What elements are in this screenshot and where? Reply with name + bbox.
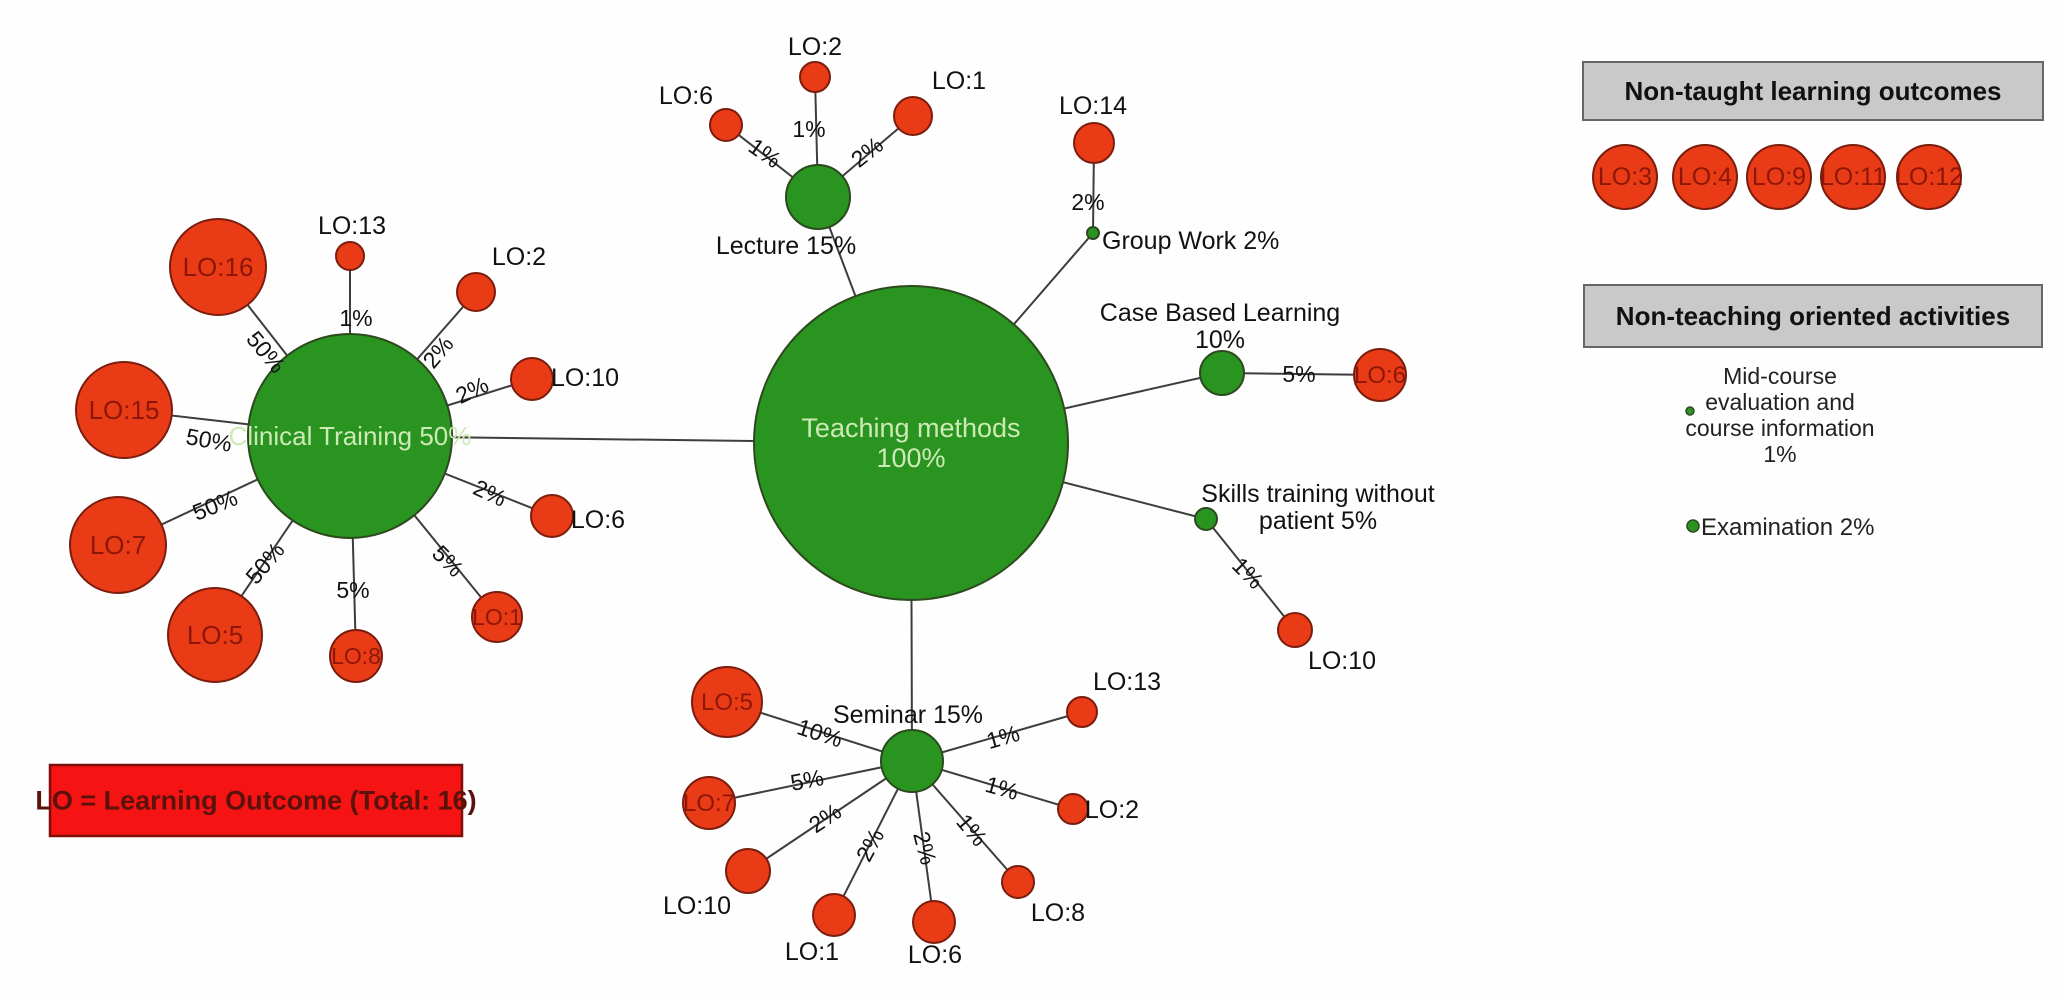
edge-skills-sk10 bbox=[1205, 518, 1296, 631]
mid-course-evaluation-label: Mid-course evaluation and course informati… bbox=[1685, 363, 1874, 467]
node-groupwork-circle bbox=[1086, 226, 1100, 240]
node-c15-circle bbox=[75, 361, 173, 459]
node-s7-circle bbox=[682, 776, 736, 830]
non-taught-outcome-lo12-label: LO:12 bbox=[1895, 163, 1963, 191]
non-taught-outcome-lo11-label: LO:11 bbox=[1820, 163, 1886, 191]
edge-seminar-s7 bbox=[708, 760, 913, 804]
examination-label: Examination 2% bbox=[1701, 514, 1874, 541]
node-s13-label: LO:13 bbox=[1093, 668, 1161, 696]
edge-label-cbl-cb6: 5% bbox=[1282, 361, 1315, 387]
node-s2-circle bbox=[1057, 793, 1089, 825]
node-s5-circle bbox=[691, 666, 763, 738]
node-clinical-circle bbox=[247, 333, 453, 539]
non-taught-outcome-lo11-circle bbox=[1820, 144, 1886, 210]
node-s10-circle bbox=[725, 848, 771, 894]
node-l2-label: LO:2 bbox=[788, 33, 842, 61]
non-teaching-header-title: Non-teaching oriented activities bbox=[1616, 301, 2010, 331]
node-gw14-circle bbox=[1073, 122, 1115, 164]
non-taught-header-title: Non-taught learning outcomes bbox=[1625, 76, 2002, 106]
node-c5-label: LO:5 bbox=[187, 620, 243, 650]
node-seminar-label: Seminar 15% bbox=[833, 701, 983, 729]
node-c1-label: LO:1 bbox=[472, 604, 522, 630]
node-c16-label: LO:16 bbox=[183, 252, 254, 282]
node-c10-label: LO:10 bbox=[551, 364, 619, 392]
edge-seminar-s10 bbox=[747, 760, 913, 872]
node-cbl-label: Case Based Learning 10% bbox=[1100, 299, 1340, 354]
node-s6-label: LO:6 bbox=[908, 941, 962, 969]
node-l6-circle bbox=[709, 108, 743, 142]
node-s1-circle bbox=[812, 893, 856, 937]
edge-label-seminar-s7: 5% bbox=[788, 764, 826, 796]
non-taught-outcome-lo3-label: LO:3 bbox=[1598, 163, 1652, 191]
node-s1-label: LO:1 bbox=[785, 938, 839, 966]
node-skills-label: Skills training without patient 5% bbox=[1201, 480, 1434, 535]
edge-label-clinical-c8: 5% bbox=[336, 577, 369, 603]
node-skills-circle bbox=[1194, 507, 1218, 531]
non-taught-header-box bbox=[1582, 61, 2044, 121]
non-taught-outcome-lo9-circle bbox=[1746, 144, 1812, 210]
node-groupwork-label: Group Work 2% bbox=[1102, 227, 1279, 255]
node-c13-circle bbox=[335, 241, 365, 271]
node-c2-circle bbox=[456, 272, 496, 312]
node-s10-label: LO:10 bbox=[663, 892, 731, 920]
node-c13-label: LO:13 bbox=[318, 212, 386, 240]
non-teaching-header-box bbox=[1583, 284, 2043, 348]
node-sk10-circle bbox=[1277, 612, 1313, 648]
node-s5-label: LO:5 bbox=[701, 689, 753, 716]
node-c8-label: LO:8 bbox=[331, 643, 381, 669]
non-taught-outcome-lo3-circle bbox=[1592, 144, 1658, 210]
node-c7-circle bbox=[69, 496, 167, 594]
non-taught-outcome-lo12-circle bbox=[1896, 144, 1962, 210]
lo-legend-box bbox=[48, 763, 464, 838]
node-s8-circle bbox=[1001, 865, 1035, 899]
node-clinical-label: Clinical Training 50% bbox=[229, 421, 472, 451]
node-l1-circle bbox=[893, 96, 933, 136]
node-cb6-label: LO:6 bbox=[1354, 362, 1406, 389]
node-l2-circle bbox=[799, 61, 831, 93]
lo-legend-text: LO = Learning Outcome (Total: 16) bbox=[35, 786, 476, 816]
node-c6-label: LO:6 bbox=[571, 506, 625, 534]
node-c7-label: LO:7 bbox=[90, 530, 146, 560]
node-l1-label: LO:1 bbox=[932, 67, 986, 95]
node-lecture-label: Lecture 15% bbox=[716, 232, 856, 260]
edge-label-lecture-l2: 1% bbox=[792, 116, 825, 142]
node-teaching-label: Teaching methods 100% bbox=[801, 413, 1020, 473]
node-l6-label: LO:6 bbox=[659, 82, 713, 110]
node-seminar-circle bbox=[880, 729, 944, 793]
mid-course-evaluation-dot bbox=[1685, 406, 1695, 416]
node-s6-circle bbox=[912, 900, 956, 944]
non-taught-outcome-lo4-label: LO:4 bbox=[1678, 163, 1732, 191]
non-taught-outcome-lo9-label: LO:9 bbox=[1752, 163, 1806, 191]
node-cb6-circle bbox=[1353, 348, 1407, 402]
node-lecture-circle bbox=[785, 164, 851, 230]
node-s7-label: LO:7 bbox=[683, 790, 735, 817]
node-s2-label: LO:2 bbox=[1085, 796, 1139, 824]
node-c6-circle bbox=[530, 494, 574, 538]
node-c1-circle bbox=[471, 591, 523, 643]
examination-dot bbox=[1686, 519, 1700, 533]
node-s13-circle bbox=[1066, 696, 1098, 728]
node-c5-circle bbox=[167, 587, 263, 683]
node-cbl-circle bbox=[1199, 350, 1245, 396]
node-c16-circle bbox=[169, 218, 267, 316]
edge-label-clinical-c13: 1% bbox=[339, 305, 372, 331]
node-sk10-label: LO:10 bbox=[1308, 647, 1376, 675]
node-s8-label: LO:8 bbox=[1031, 899, 1085, 927]
node-c15-label: LO:15 bbox=[89, 395, 160, 425]
non-taught-outcome-lo4-circle bbox=[1672, 144, 1738, 210]
node-c10-circle bbox=[510, 357, 554, 401]
edge-label-groupwork-gw14: 2% bbox=[1071, 189, 1104, 215]
node-c8-circle bbox=[329, 629, 383, 683]
node-gw14-label: LO:14 bbox=[1059, 92, 1127, 120]
node-teaching-circle bbox=[753, 285, 1069, 601]
node-c2-label: LO:2 bbox=[492, 243, 546, 271]
